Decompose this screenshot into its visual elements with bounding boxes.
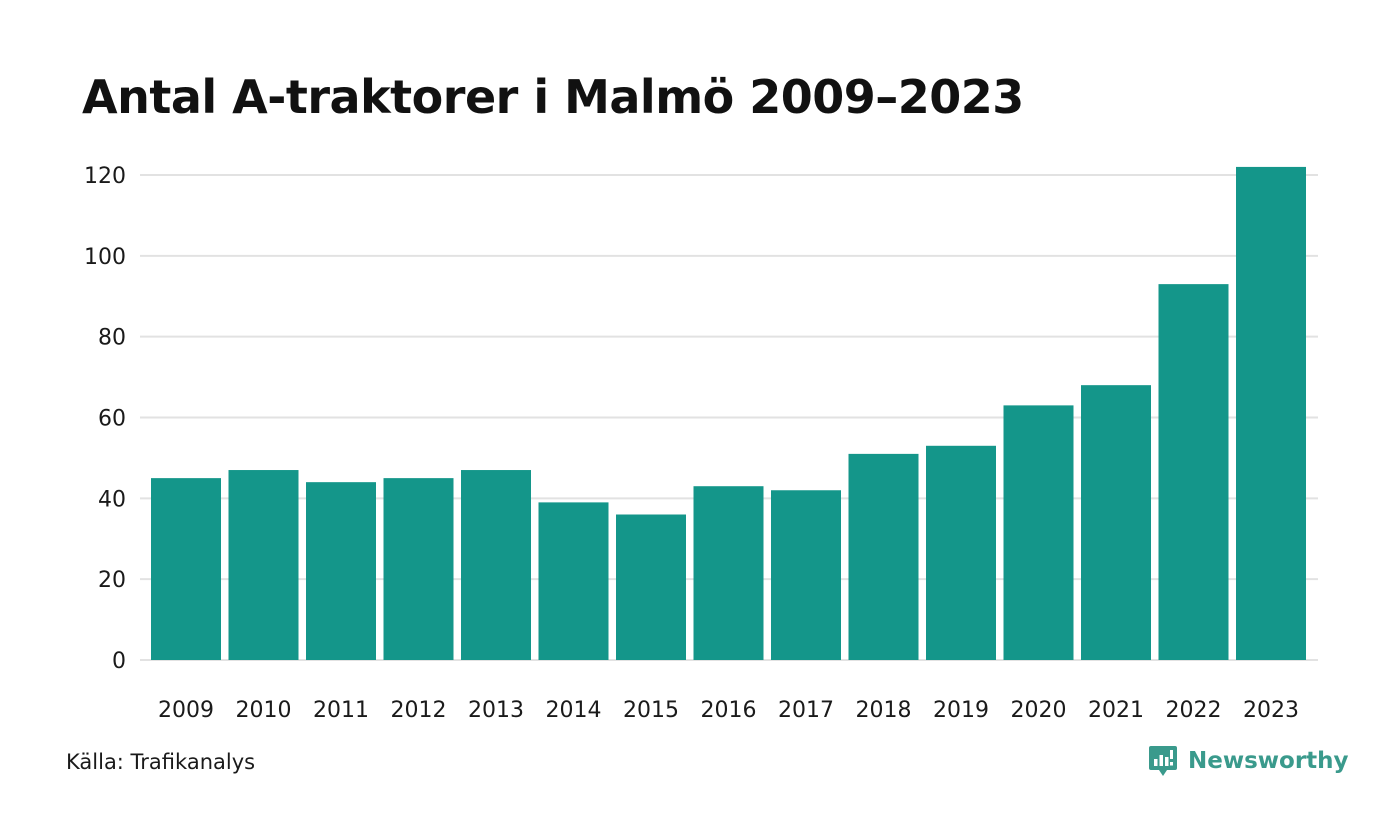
x-tick-label: 2013 [468, 698, 524, 723]
x-tick-label: 2009 [158, 698, 214, 723]
x-tick-label: 2016 [701, 698, 757, 723]
y-tick-label: 120 [84, 164, 126, 189]
newsworthy-logo-icon [1149, 746, 1177, 776]
y-tick-label: 60 [98, 407, 126, 432]
bar-2020 [1003, 405, 1074, 660]
brand-logo: Newsworthy [1148, 744, 1349, 778]
x-tick-label: 2015 [623, 698, 679, 723]
y-tick-label: 20 [98, 568, 126, 593]
bar-2022 [1158, 284, 1229, 660]
bar-2011 [306, 482, 376, 660]
x-tick-label: 2020 [1011, 698, 1067, 723]
brand-name: Newsworthy [1188, 748, 1349, 774]
bar-2012 [383, 478, 454, 660]
bar-2017 [771, 490, 841, 660]
bar-2009 [151, 478, 221, 660]
x-tick-label: 2018 [856, 698, 912, 723]
chart-title: Antal A-traktorer i Malmö 2009–2023 [82, 70, 1024, 124]
x-tick-label: 2010 [236, 698, 292, 723]
bar-2013 [461, 470, 531, 660]
y-tick-label: 100 [84, 245, 126, 270]
x-tick-label: 2023 [1243, 698, 1299, 723]
y-tick-label: 80 [98, 326, 126, 351]
x-tick-label: 2021 [1088, 698, 1144, 723]
x-axis-ticks: 2009 2010 2011 2012 2013 2014 2015 2016 2017 2018… [158, 698, 1299, 723]
bar-2021 [1081, 385, 1151, 660]
bar-2016 [693, 486, 764, 660]
bar-2019 [926, 445, 996, 660]
bars [151, 166, 1306, 660]
bar-2018 [848, 453, 919, 660]
x-tick-label: 2012 [391, 698, 447, 723]
x-tick-label: 2017 [778, 698, 834, 723]
y-axis-ticks: 0 20 40 60 80 100 120 [84, 164, 126, 674]
x-tick-label: 2019 [933, 698, 989, 723]
x-tick-label: 2022 [1166, 698, 1222, 723]
y-tick-label: 40 [98, 487, 126, 512]
x-tick-label: 2011 [313, 698, 369, 723]
bar-2023 [1236, 166, 1306, 660]
bar-2010 [228, 470, 299, 660]
x-tick-label: 2014 [546, 698, 602, 723]
source-note: Källa: Trafikanalys [66, 750, 256, 774]
y-tick-label: 0 [112, 649, 126, 674]
bar-2014 [538, 502, 609, 660]
bar-2015 [616, 514, 686, 660]
